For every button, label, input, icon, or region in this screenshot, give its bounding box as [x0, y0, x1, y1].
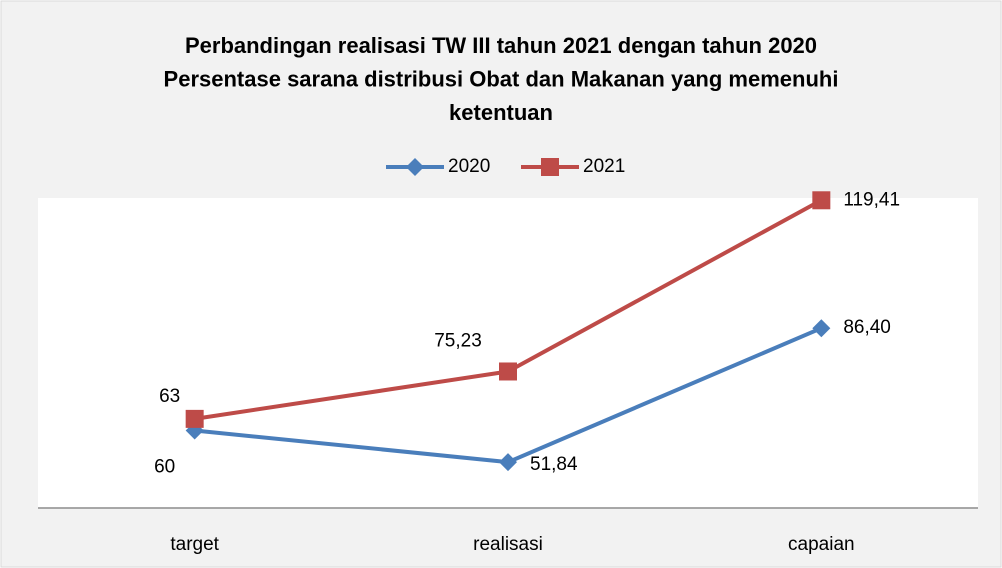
chart-title: ketentuan: [449, 100, 553, 125]
x-tick-label: realisasi: [473, 534, 543, 555]
marker: [406, 158, 424, 176]
marker: [499, 453, 517, 472]
data-label: 51,84: [530, 454, 578, 475]
legend-label: 2020: [448, 156, 490, 177]
x-tick-label: target: [170, 534, 219, 555]
x-tick-label: capaian: [788, 534, 855, 555]
marker: [812, 191, 831, 210]
data-label: 63: [159, 386, 180, 407]
marker: [812, 319, 831, 338]
data-label: 119,41: [843, 189, 900, 210]
chart-title: Persentase sarana distribusi Obat dan Ma…: [164, 66, 839, 91]
data-label: 60: [154, 457, 175, 478]
data-label: 86,40: [843, 317, 891, 338]
data-label: 75,23: [434, 330, 482, 351]
chart-title: Perbandingan realisasi TW III tahun 2021…: [185, 33, 817, 58]
marker: [185, 409, 204, 428]
marker: [541, 158, 559, 176]
legend-label: 2021: [583, 156, 625, 177]
marker: [499, 362, 517, 381]
